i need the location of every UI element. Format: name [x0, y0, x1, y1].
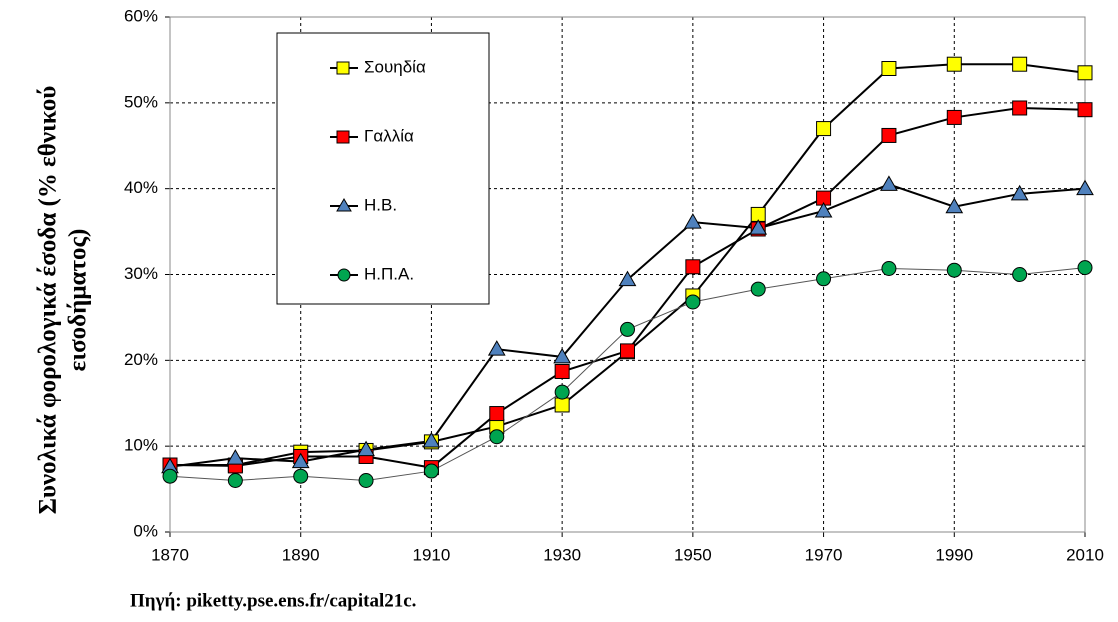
marker [489, 406, 505, 422]
legend-label: Η.Π.Α. [364, 264, 414, 283]
x-tick-label: 1890 [282, 545, 320, 564]
marker [749, 219, 768, 235]
marker [1077, 260, 1093, 276]
source: Πηγή: piketty.pse.ens.fr/capital21c. [130, 590, 416, 611]
marker [358, 473, 374, 488]
y-tick-label: 20% [124, 350, 158, 369]
y-label-line: εισοδήματος) [65, 229, 92, 372]
marker [1012, 267, 1028, 282]
marker [554, 384, 570, 400]
marker [1010, 184, 1029, 201]
marker [293, 468, 309, 484]
legend-marker [336, 198, 352, 212]
marker [881, 61, 897, 76]
x-tick-label: 1950 [674, 545, 712, 564]
marker [554, 397, 570, 413]
marker [880, 175, 898, 191]
y-tick-label: 40% [124, 178, 158, 197]
marker [814, 201, 833, 218]
marker [487, 340, 506, 356]
marker [1012, 56, 1028, 72]
marker [357, 440, 375, 457]
x-tick-label: 1930 [543, 545, 581, 564]
marker [423, 463, 439, 479]
marker [816, 271, 832, 287]
y-tick-label: 30% [124, 264, 158, 283]
y-tick-label: 60% [124, 6, 158, 25]
marker [618, 270, 637, 287]
marker [1077, 102, 1093, 118]
marker [946, 109, 962, 125]
marker [685, 259, 701, 275]
marker [946, 56, 962, 72]
x-tick-label: 1910 [413, 545, 451, 564]
y-tick-label: 50% [124, 92, 158, 111]
legend-marker [336, 61, 350, 75]
marker [227, 473, 243, 488]
marker [1012, 100, 1028, 116]
marker [1076, 179, 1094, 196]
marker [881, 127, 897, 143]
y-tick-label: 10% [124, 436, 158, 455]
marker [620, 321, 635, 337]
marker [620, 343, 635, 359]
legend-marker [337, 268, 351, 282]
marker [816, 121, 832, 137]
marker [422, 432, 441, 448]
marker [226, 449, 245, 465]
marker [291, 452, 310, 469]
marker [881, 260, 897, 276]
y-axis-title: Συνολικά φορολογικά έσοδα (% εθνικού εισ… [35, 86, 92, 515]
legend-marker [336, 130, 350, 144]
marker [1077, 65, 1093, 81]
x-tick-label: 2010 [1066, 545, 1104, 564]
legend-label: Γαλλία [364, 126, 414, 145]
legend-label: Η.Β. [364, 195, 397, 214]
marker [750, 281, 766, 297]
marker [553, 347, 572, 364]
x-tick-label: 1870 [151, 545, 189, 564]
y-label-line: Συνολικά φορολογικά έσοδα (% εθνικού [35, 86, 62, 515]
marker [489, 429, 505, 445]
marker [946, 262, 962, 278]
marker [162, 468, 178, 484]
marker [685, 294, 701, 310]
marker [554, 363, 570, 379]
x-tick-label: 1970 [805, 545, 843, 564]
legend-box [276, 32, 490, 305]
marker [683, 213, 702, 229]
y-tick-label: 0% [133, 521, 158, 540]
legend-label: Σουηδία [364, 57, 426, 76]
x-tick-label: 1990 [935, 545, 973, 564]
marker [945, 197, 964, 214]
